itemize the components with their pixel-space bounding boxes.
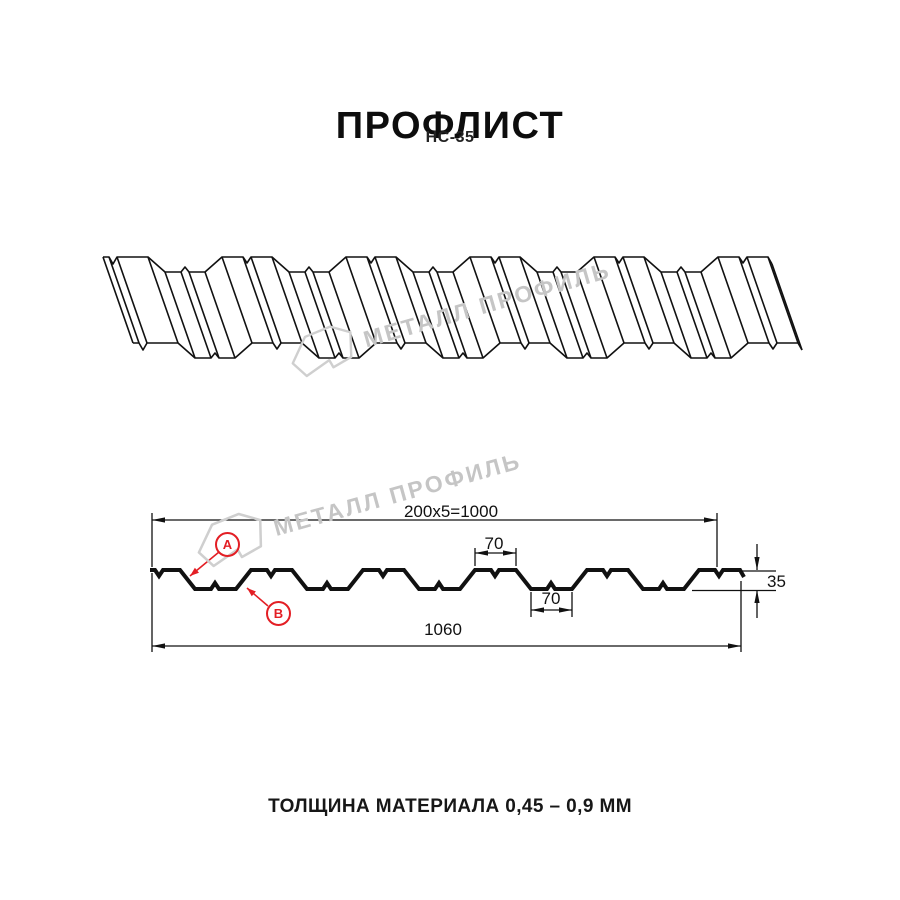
dimension-label-rib-top: 70 [484,534,504,553]
callout-badge-a: A [215,532,240,557]
page-title: ПРОФЛИСТ [335,105,565,148]
dimension-label-pitch: 200x5=1000 [403,502,499,521]
callout-badge-b: B [266,601,291,626]
callout-letter: B [273,606,284,621]
dimension-label-rib-bottom: 70 [541,589,561,608]
product-code: НС-35 [425,129,475,146]
dimension-label-height: 35 [767,572,786,591]
thickness-note: ТОЛЩИНА МАТЕРИАЛА 0,45 – 0,9 ММ [268,796,632,817]
callout-letter: A [222,537,233,552]
dimension-label-total-width: 1060 [424,620,462,639]
